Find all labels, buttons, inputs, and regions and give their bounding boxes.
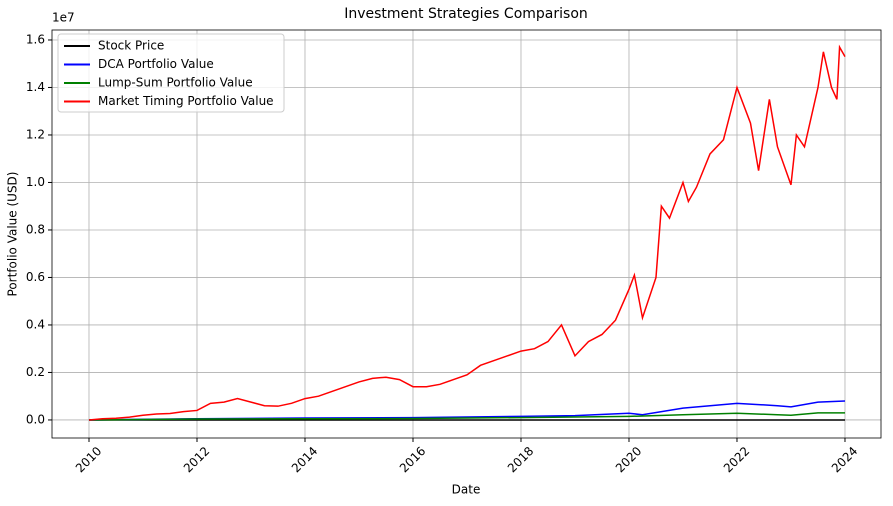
y-tick-label: 1.4 xyxy=(26,80,45,94)
y-tick-label: 0.6 xyxy=(26,270,45,284)
legend-label: Market Timing Portfolio Value xyxy=(98,94,274,108)
x-axis-label: Date xyxy=(452,483,481,497)
legend-box xyxy=(57,33,285,113)
legend-label: Lump-Sum Portfolio Value xyxy=(98,76,253,90)
y-tick-label: 0.8 xyxy=(26,222,45,236)
y-tick-label: 0.2 xyxy=(26,365,45,379)
plot-frame xyxy=(51,29,882,439)
legend-label: Stock Price xyxy=(98,39,164,53)
y-offset-label: 1e7 xyxy=(52,11,75,25)
y-tick-label: 1.2 xyxy=(26,127,45,141)
y-tick-label: 1.0 xyxy=(26,175,45,189)
legend-label: DCA Portfolio Value xyxy=(98,57,214,71)
y-tick-label: 1.6 xyxy=(26,32,45,46)
y-tick-label: 0.0 xyxy=(26,412,45,426)
y-axis-label: Portfolio Value (USD) xyxy=(6,172,20,297)
series-line xyxy=(88,412,845,421)
chart-title: Investment Strategies Comparison xyxy=(344,6,588,22)
y-tick-label: 0.4 xyxy=(26,317,45,331)
series-line xyxy=(88,44,846,421)
